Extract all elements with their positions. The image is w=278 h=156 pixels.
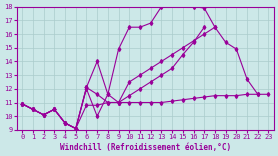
X-axis label: Windchill (Refroidissement éolien,°C): Windchill (Refroidissement éolien,°C) — [60, 143, 231, 152]
